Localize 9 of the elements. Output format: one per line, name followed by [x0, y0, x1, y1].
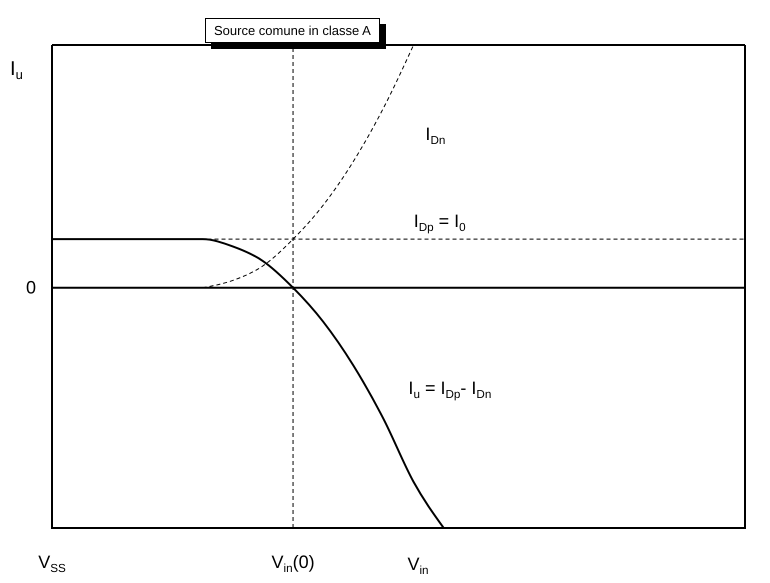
ref-line-label: 0	[26, 278, 36, 298]
chart-title: Source comune in classe A	[205, 18, 380, 43]
series-label: I$_{Dp}$ = I$_{0}$	[414, 211, 466, 234]
y-axis-title: I$_{u}$	[10, 58, 23, 82]
x-axis-title: V$_{in}$	[407, 554, 429, 577]
x-tick-label: V$_{in}$(0)	[271, 552, 315, 575]
series-label: I$_{u}$ = I$_{Dp}$- I$_{Dn}$	[408, 378, 492, 400]
x-tick-label: V$_{SS}$	[38, 552, 66, 575]
text: I$_{Dn}$	[425, 124, 446, 147]
